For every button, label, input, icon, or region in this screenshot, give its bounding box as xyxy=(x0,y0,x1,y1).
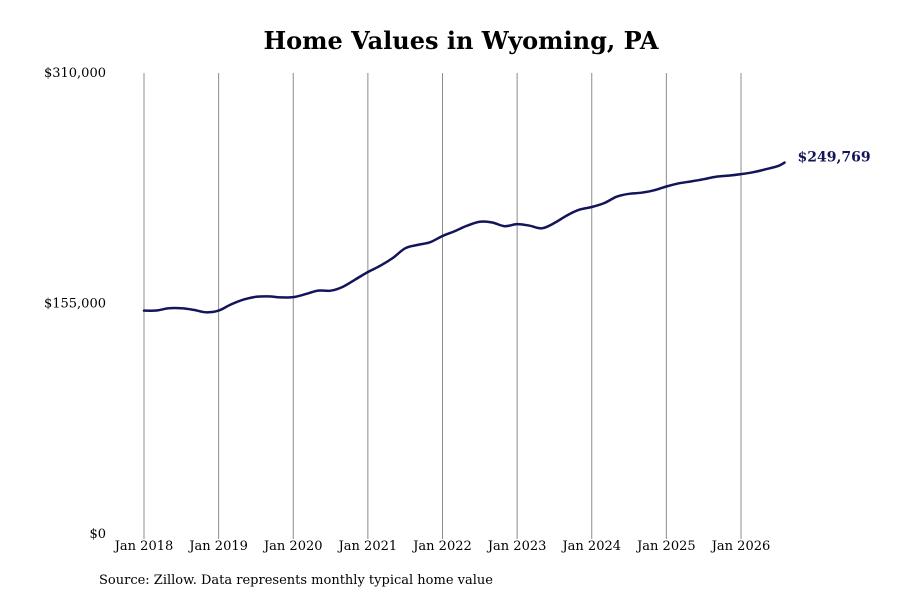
vertical-gridlines xyxy=(143,73,742,539)
x-tick-label: Jan 2025 xyxy=(635,539,696,554)
x-tick-label: Jan 2024 xyxy=(560,539,621,554)
x-tick-label: Jan 2019 xyxy=(187,539,248,554)
end-value-label: $249,769 xyxy=(798,150,871,166)
y-tick-label: $310,000 xyxy=(44,66,106,81)
y-tick-label: $0 xyxy=(89,527,106,542)
x-tick-label: Jan 2026 xyxy=(710,539,771,554)
chart-title: Home Values in Wyoming, PA xyxy=(263,26,659,55)
series-line xyxy=(142,161,786,314)
x-tick-label: Jan 2021 xyxy=(337,539,398,554)
source-note: Source: Zillow. Data represents monthly … xyxy=(99,573,493,588)
x-tick-label: Jan 2020 xyxy=(262,539,323,554)
x-tick-label: Jan 2022 xyxy=(411,539,472,554)
x-tick-label: Jan 2023 xyxy=(486,539,547,554)
y-axis-ticks: $310,000 $155,000 $0 xyxy=(44,66,106,542)
x-axis-ticks: Jan 2018 Jan 2019 Jan 2020 Jan 2021 Jan 2022… xyxy=(113,539,771,554)
series-lines xyxy=(142,161,786,314)
x-tick-label: Jan 2018 xyxy=(113,539,174,554)
y-tick-label: $155,000 xyxy=(44,297,106,312)
